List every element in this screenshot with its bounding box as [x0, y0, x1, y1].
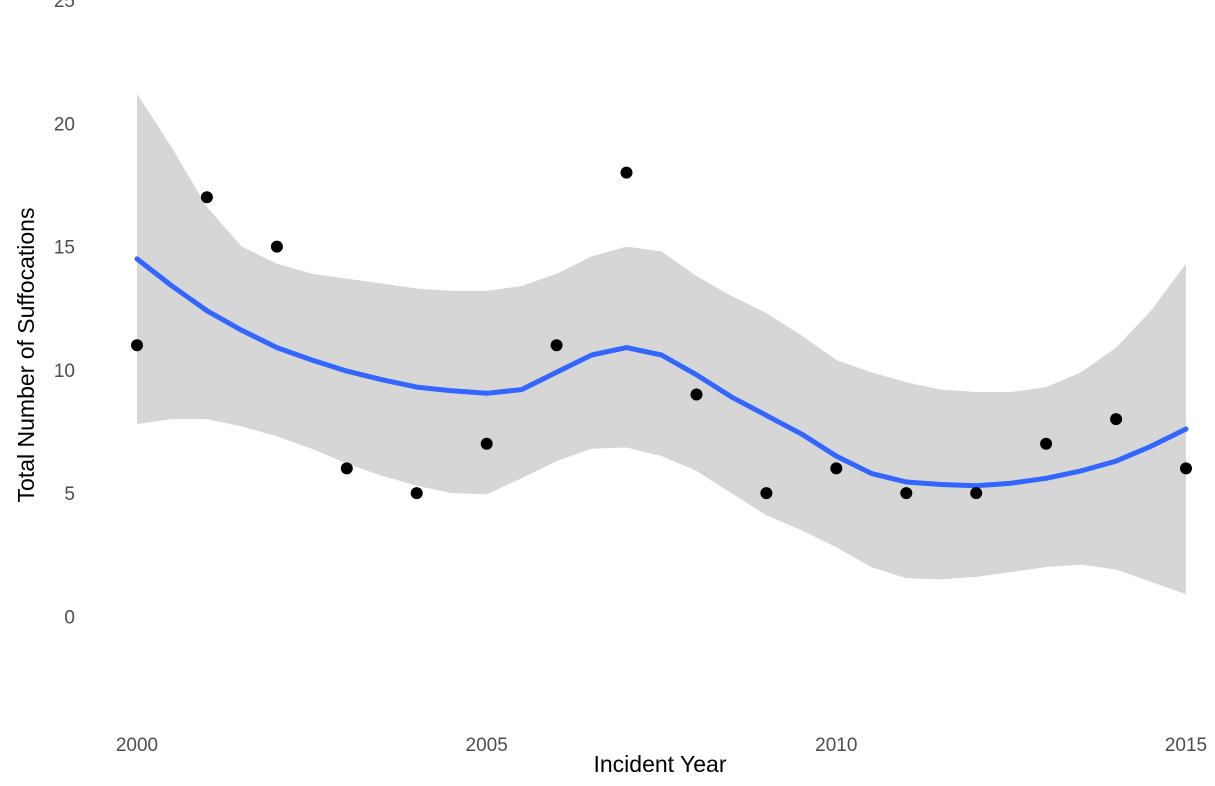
confidence-band [137, 93, 1186, 595]
data-point [1180, 462, 1192, 475]
x-tick-label: 2000 [116, 735, 158, 756]
x-tick-label: 2005 [466, 735, 508, 756]
data-point [690, 388, 703, 401]
y-tick-label: 0 [64, 607, 75, 628]
data-point [620, 166, 633, 179]
smooth-line-layer [134, 256, 1189, 489]
data-point [900, 487, 913, 500]
y-tick-label: 25 [54, 0, 75, 12]
data-point [550, 339, 563, 352]
data-point [270, 240, 283, 253]
data-points-layer [131, 166, 1192, 500]
confidence-band-layer [137, 93, 1186, 595]
data-point [340, 462, 353, 475]
y-tick-label: 10 [54, 361, 75, 382]
y-tick-label: 5 [64, 484, 75, 505]
data-point [830, 462, 843, 475]
data-point [1040, 437, 1053, 450]
data-point [760, 487, 773, 500]
x-tick-label: 2015 [1165, 735, 1207, 756]
smooth-line [134, 256, 1189, 489]
data-point [480, 437, 493, 450]
y-axis-ticks: 0 5 10 15 20 25 [54, 0, 75, 628]
x-tick-label: 2010 [815, 735, 857, 756]
x-axis-ticks: 2000 2005 2010 2015 [116, 735, 1207, 756]
y-tick-label: 15 [54, 238, 75, 259]
data-point [200, 191, 213, 204]
data-point [410, 487, 423, 500]
data-point [131, 339, 143, 352]
data-point [970, 487, 983, 500]
x-axis-title: Incident Year [593, 751, 726, 777]
y-axis-title: Total Number of Suffocations [13, 208, 39, 503]
y-tick-label: 20 [54, 114, 75, 135]
data-point [1110, 413, 1123, 426]
